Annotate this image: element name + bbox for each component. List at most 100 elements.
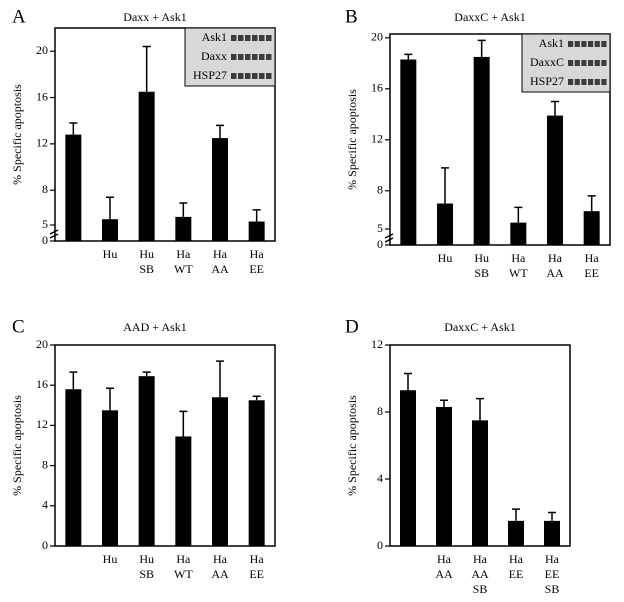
bar [212, 138, 228, 241]
blot-band [601, 60, 607, 66]
y-tick-label: 12 [36, 136, 48, 150]
bar [212, 397, 228, 546]
error-bar [142, 371, 151, 377]
error-bar [512, 508, 520, 521]
axis-break [384, 233, 394, 243]
panel-label: D [345, 316, 359, 337]
blot-band [581, 41, 587, 47]
y-tick-label: 0 [42, 538, 48, 552]
bar [248, 221, 265, 241]
bar [138, 376, 155, 546]
error-bar [142, 45, 151, 92]
error-bar [179, 410, 188, 437]
error-bar [106, 196, 114, 220]
y-tick-label: 5 [42, 217, 48, 231]
y-tick-label: 0 [377, 237, 383, 251]
bar [508, 520, 524, 546]
x-tick-label: Ha [548, 251, 563, 265]
error-bar [440, 399, 448, 407]
x-tick-label: AA [211, 567, 229, 581]
blot-band [594, 79, 600, 85]
blot-band [581, 60, 587, 66]
y-tick-label: 5 [377, 221, 383, 235]
blot-band [568, 79, 574, 85]
blot-band [252, 73, 258, 79]
bar [437, 203, 453, 245]
inset-label: Ask1 [202, 30, 227, 44]
x-tick-label: Ha [509, 552, 524, 566]
x-tick-label: Ha [213, 247, 228, 261]
blot-band [588, 41, 594, 47]
y-tick-label: 4 [42, 498, 48, 512]
y-tick-label: 0 [42, 233, 48, 247]
y-axis-label: % Specific apoptosis [345, 89, 359, 190]
y-tick-label: 16 [36, 89, 48, 103]
x-tick-label: EE [584, 266, 599, 280]
x-tick-label: Ha [176, 552, 191, 566]
axis-break [49, 229, 59, 239]
y-axis-label: % Specific apoptosis [10, 395, 24, 496]
y-tick-label: 16 [371, 81, 383, 95]
x-tick-label: Hu [438, 251, 453, 265]
x-tick-label: EE [249, 567, 264, 581]
blot-band [588, 60, 594, 66]
x-tick-label: AA [435, 567, 453, 581]
bar [102, 410, 118, 546]
blot-band [601, 41, 607, 47]
bar [472, 420, 488, 546]
blot-band [252, 54, 258, 60]
error-bar [179, 202, 188, 217]
x-tick-label: Ha [511, 251, 526, 265]
plot-frame [54, 344, 276, 547]
blot-band [259, 73, 265, 79]
error-bar [587, 195, 596, 212]
inset-label: Daxx [201, 49, 227, 63]
y-tick-label: 20 [36, 43, 48, 57]
y-tick-label: 8 [377, 404, 383, 418]
x-tick-label: SB [545, 582, 560, 596]
x-tick-label: WT [509, 266, 528, 280]
blot-band [574, 79, 580, 85]
x-tick-label: SB [139, 262, 154, 276]
x-tick-label: WT [174, 567, 193, 581]
y-tick-label: 12 [371, 132, 383, 146]
bar [102, 219, 118, 241]
blot-band [259, 35, 265, 41]
inset-label: HSP27 [193, 68, 227, 82]
y-axis-label: % Specific apoptosis [345, 395, 359, 496]
x-tick-label: Ha [250, 552, 265, 566]
x-tick-label: EE [509, 567, 524, 581]
x-tick-label: Hu [103, 247, 118, 261]
x-tick-label: Ha [437, 552, 452, 566]
y-tick-label: 8 [377, 183, 383, 197]
x-tick-label: Hu [103, 552, 118, 566]
x-tick-label: SB [139, 567, 154, 581]
error-bar [404, 372, 412, 391]
x-tick-label: WT [174, 262, 193, 276]
error-bar [548, 511, 556, 521]
x-tick-label: Ha [250, 247, 265, 261]
blot-band [266, 73, 272, 79]
bar [65, 389, 82, 546]
blot-band [601, 79, 607, 85]
x-tick-label: AA [546, 266, 564, 280]
x-tick-label: SB [473, 582, 488, 596]
blot-band [568, 60, 574, 66]
blot-band [238, 35, 244, 41]
bar [583, 211, 600, 245]
x-tick-label: Ha [585, 251, 600, 265]
blot-band [266, 54, 272, 60]
bar [547, 115, 563, 245]
blot-band [231, 73, 237, 79]
blot-band [245, 54, 251, 60]
bar [175, 216, 192, 241]
error-bar [514, 206, 523, 223]
blot-band [245, 35, 251, 41]
bar [544, 520, 560, 546]
error-bar [216, 360, 224, 398]
panel-label: A [12, 6, 26, 27]
error-bar [69, 371, 78, 390]
y-tick-label: 12 [371, 337, 383, 351]
